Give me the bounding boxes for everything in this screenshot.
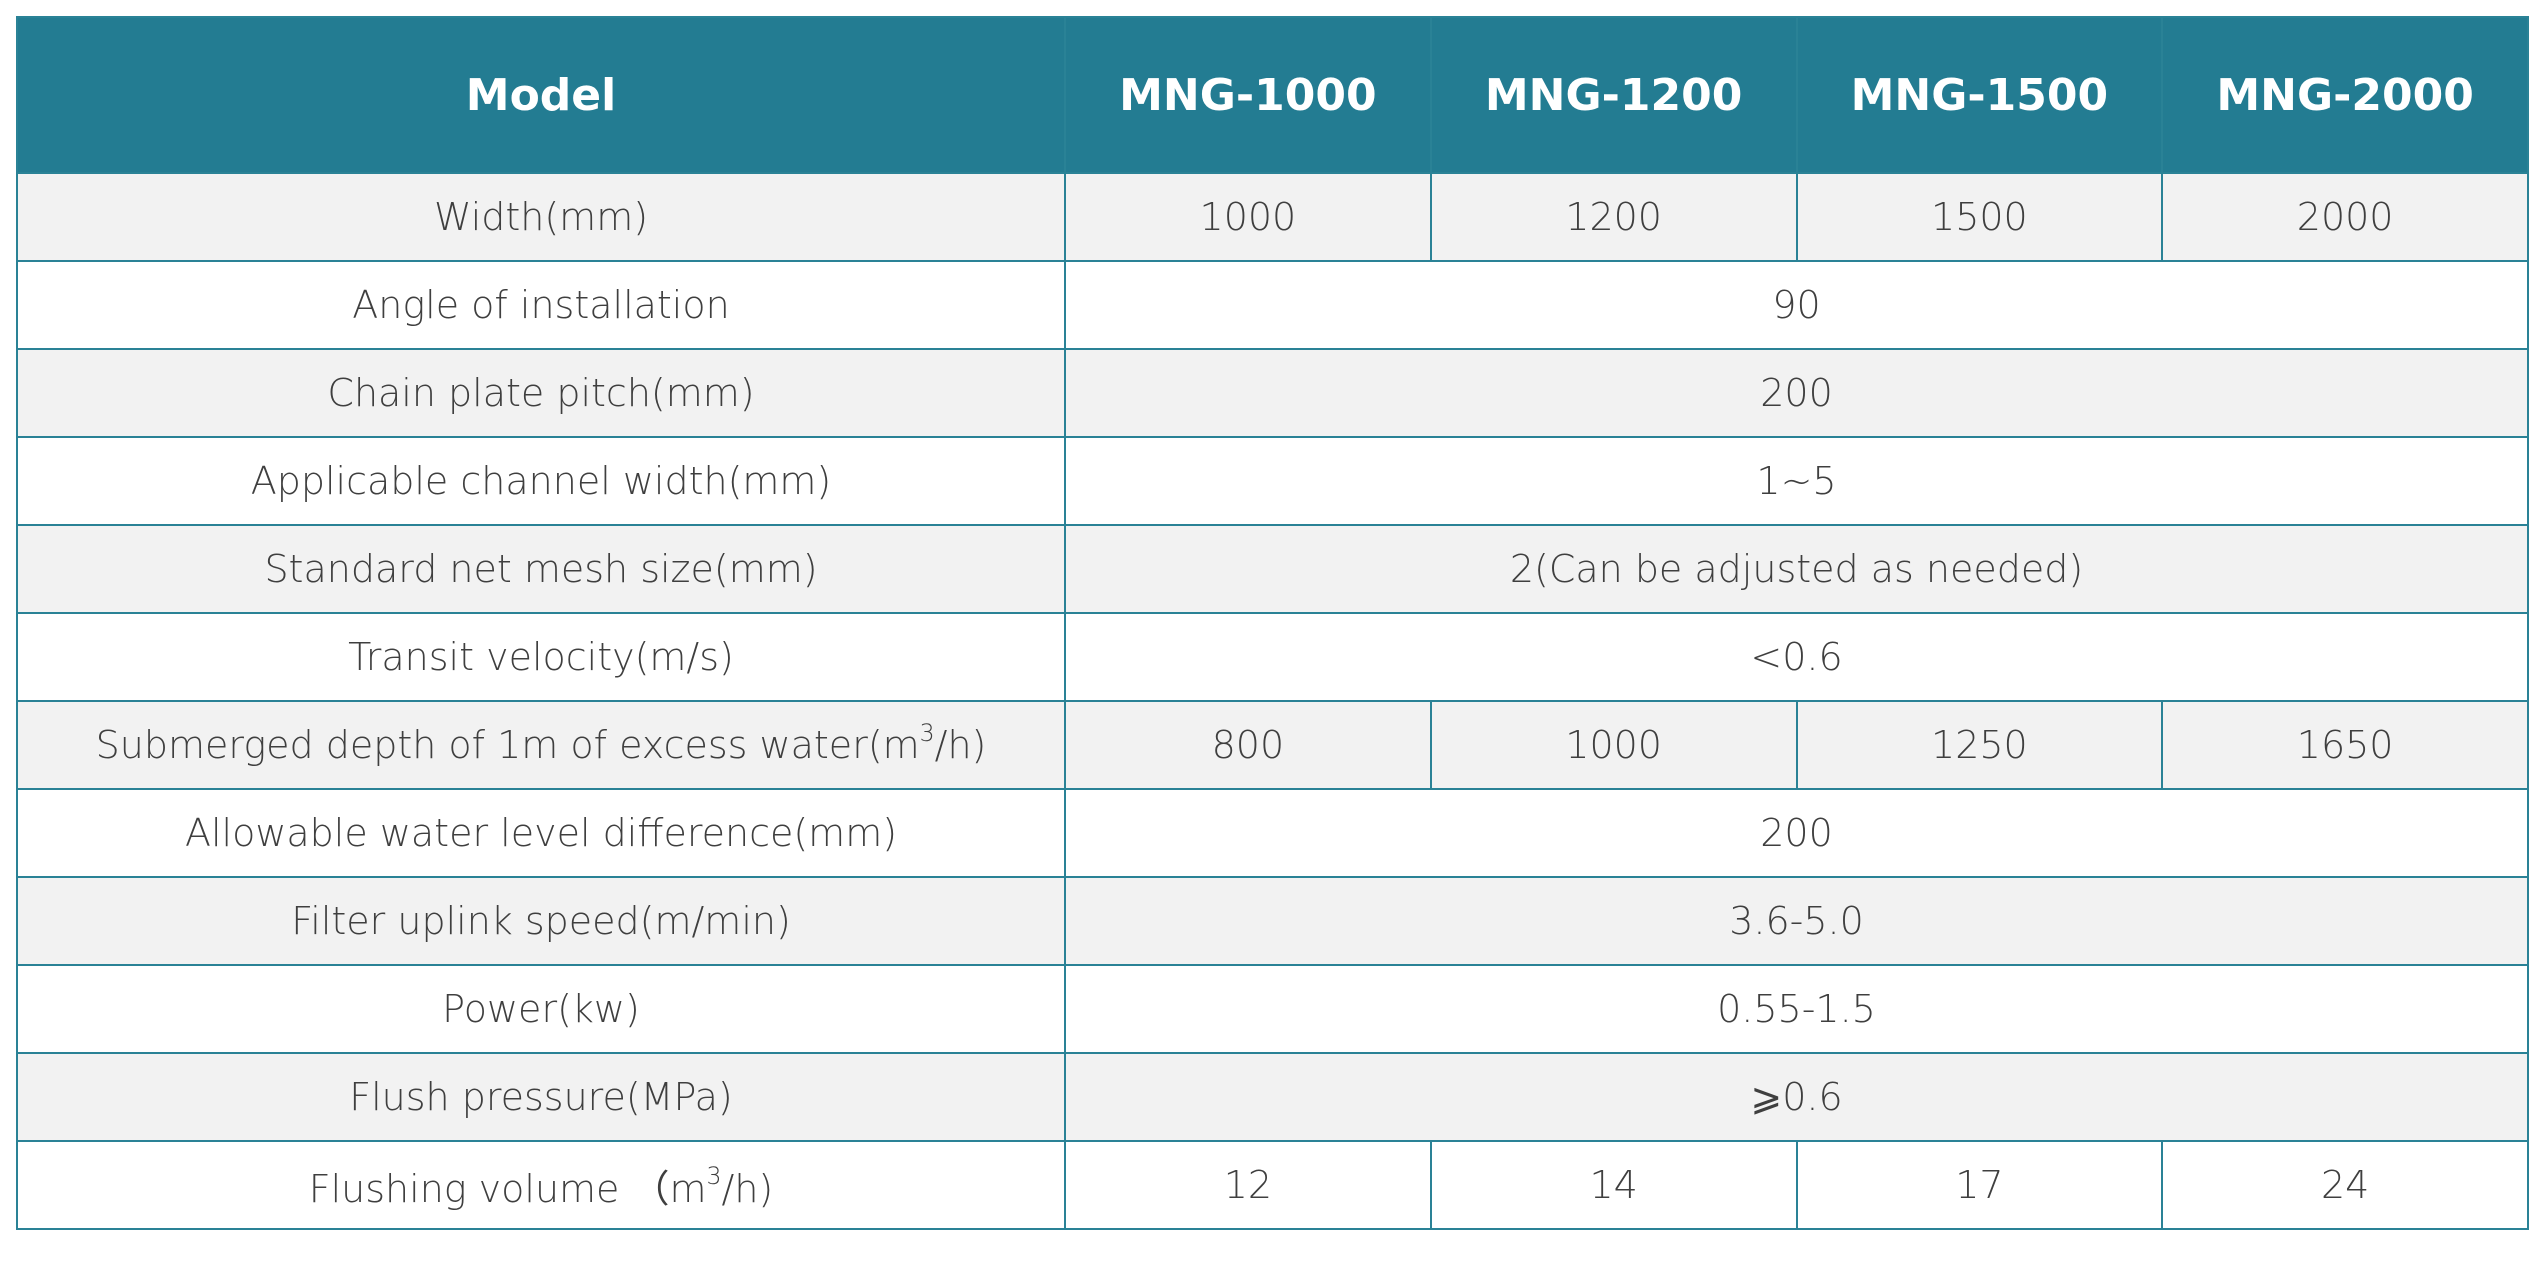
cell-value: 800 bbox=[1064, 700, 1432, 790]
row-label-text: Submerged depth of 1m of excess water(m bbox=[95, 723, 920, 767]
cell-value: 1500 bbox=[1795, 172, 2164, 262]
row-label: Power(kw) bbox=[16, 964, 1066, 1054]
row-label-superscript: 3 bbox=[706, 1162, 722, 1191]
header-model-2: MNG-1200 bbox=[1429, 16, 1798, 174]
cell-value: 14 bbox=[1429, 1140, 1798, 1230]
cell-value-merged: 1~5 bbox=[1064, 436, 2529, 526]
spec-table-container: Model MNG-1000 MNG-1200 MNG-1500 MNG-200… bbox=[16, 16, 2529, 1230]
cell-value-merged: 200 bbox=[1064, 788, 2529, 878]
cell-value: 1650 bbox=[2161, 700, 2529, 790]
row-submerged-depth: Submerged depth of 1m of excess water(m3… bbox=[16, 700, 2529, 790]
row-width: Width(mm) 1000 1200 1500 2000 bbox=[16, 172, 2529, 262]
row-transit-velocity: Transit velocity(m/s) <0.6 bbox=[16, 612, 2529, 702]
cell-value: 24 bbox=[2161, 1140, 2529, 1230]
row-chain-plate-pitch: Chain plate pitch(mm) 200 bbox=[16, 348, 2529, 438]
cell-value-merged: 3.6-5.0 bbox=[1064, 876, 2529, 966]
row-label: Allowable water level difference(mm) bbox=[16, 788, 1066, 878]
header-model-label: Model bbox=[16, 16, 1066, 174]
cell-value: 17 bbox=[1795, 1140, 2164, 1230]
row-label: Width(mm) bbox=[16, 172, 1066, 262]
row-label: Applicable channel width(mm) bbox=[16, 436, 1066, 526]
row-angle-of-installation: Angle of installation 90 bbox=[16, 260, 2529, 350]
row-label-text: Flushing volume （m bbox=[308, 1166, 707, 1211]
row-label-text-end: /h) bbox=[721, 1166, 774, 1211]
cell-value: 1200 bbox=[1429, 172, 1798, 262]
row-label: Flush pressure(MPa) bbox=[16, 1052, 1066, 1142]
row-filter-uplink-speed: Filter uplink speed(m/min) 3.6-5.0 bbox=[16, 876, 2529, 966]
cell-value-merged: ⩾0.6 bbox=[1064, 1052, 2529, 1142]
row-allowable-water-level-difference: Allowable water level difference(mm) 200 bbox=[16, 788, 2529, 878]
row-label: Flushing volume （m3/h) bbox=[16, 1140, 1066, 1230]
header-model-1: MNG-1000 bbox=[1064, 16, 1432, 174]
cell-value-merged: <0.6 bbox=[1064, 612, 2529, 702]
cell-value: 2000 bbox=[2161, 172, 2529, 262]
header-model-4: MNG-2000 bbox=[2161, 16, 2529, 174]
cell-value: 12 bbox=[1064, 1140, 1432, 1230]
cell-value: 1250 bbox=[1795, 700, 2164, 790]
row-label-superscript: 3 bbox=[919, 718, 935, 747]
header-row: Model MNG-1000 MNG-1200 MNG-1500 MNG-200… bbox=[16, 16, 2529, 174]
row-label-text-end: /h) bbox=[934, 723, 987, 767]
row-label: Chain plate pitch(mm) bbox=[16, 348, 1066, 438]
row-label: Standard net mesh size(mm) bbox=[16, 524, 1066, 614]
row-flush-pressure: Flush pressure(MPa) ⩾0.6 bbox=[16, 1052, 2529, 1142]
row-label: Transit velocity(m/s) bbox=[16, 612, 1066, 702]
row-standard-net-mesh-size: Standard net mesh size(mm) 2(Can be adju… bbox=[16, 524, 2529, 614]
specification-table: Model MNG-1000 MNG-1200 MNG-1500 MNG-200… bbox=[16, 16, 2529, 1230]
row-flushing-volume: Flushing volume （m3/h) 12 14 17 24 bbox=[16, 1140, 2529, 1230]
cell-value-merged: 0.55-1.5 bbox=[1064, 964, 2529, 1054]
cell-value-merged: 90 bbox=[1064, 260, 2529, 350]
cell-value-merged: 200 bbox=[1064, 348, 2529, 438]
row-label: Submerged depth of 1m of excess water(m3… bbox=[16, 700, 1066, 790]
cell-value-merged: 2(Can be adjusted as needed) bbox=[1064, 524, 2529, 614]
row-power: Power(kw) 0.55-1.5 bbox=[16, 964, 2529, 1054]
header-model-3: MNG-1500 bbox=[1795, 16, 2164, 174]
cell-value: 1000 bbox=[1429, 700, 1798, 790]
row-applicable-channel-width: Applicable channel width(mm) 1~5 bbox=[16, 436, 2529, 526]
row-label: Angle of installation bbox=[16, 260, 1066, 350]
cell-value: 1000 bbox=[1064, 172, 1432, 262]
row-label: Filter uplink speed(m/min) bbox=[16, 876, 1066, 966]
